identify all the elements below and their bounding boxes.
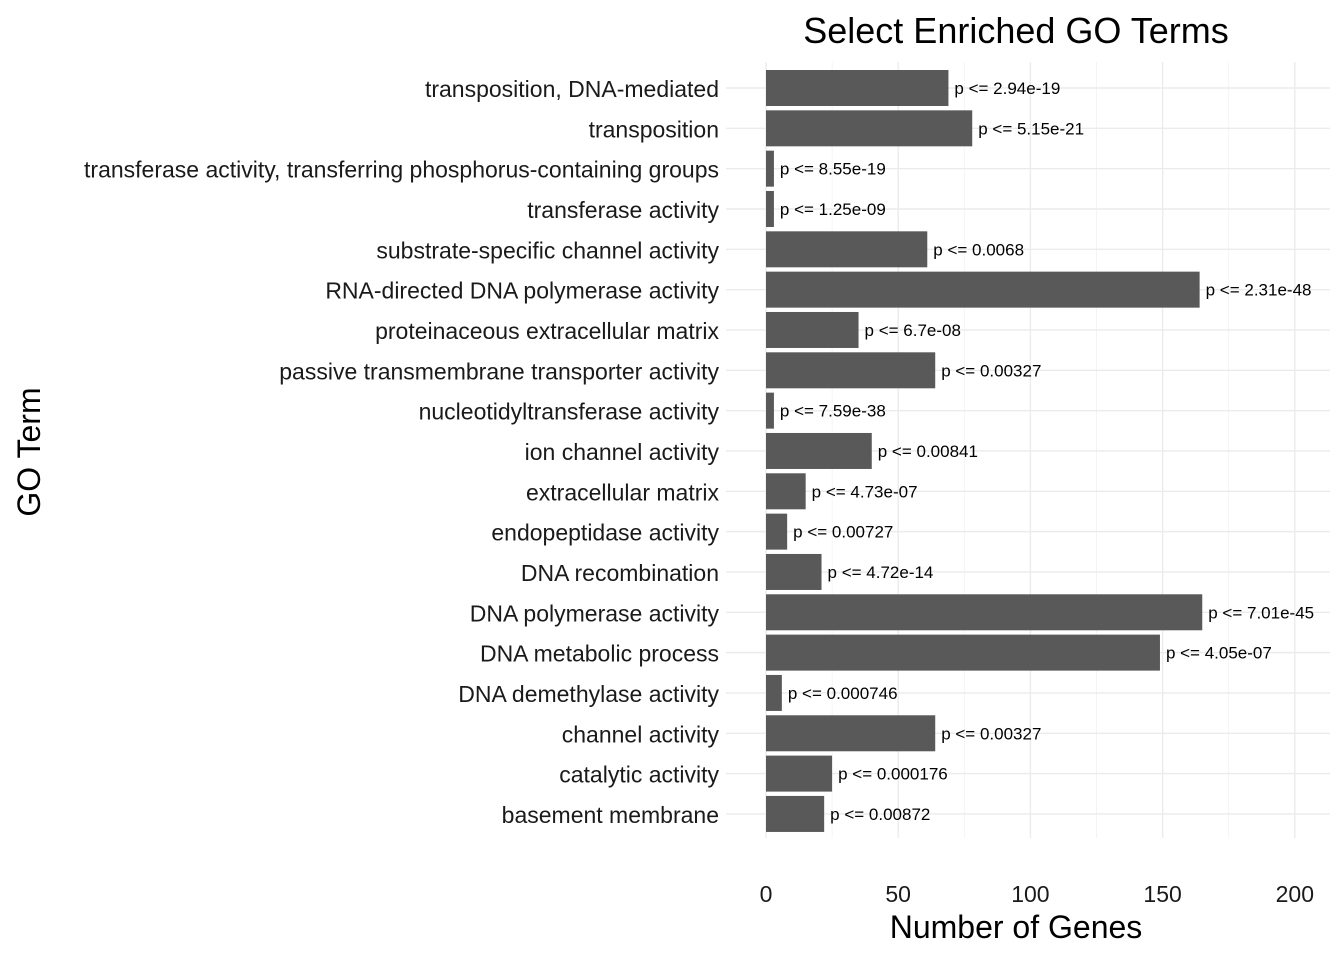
bar <box>766 795 825 832</box>
bar <box>766 392 774 429</box>
category-label: DNA recombination <box>521 560 719 586</box>
category-label: DNA polymerase activity <box>470 600 720 626</box>
bar <box>766 674 782 711</box>
bar <box>766 432 872 469</box>
p-value-label: p <= 1.25e-09 <box>780 200 886 219</box>
p-value-label: p <= 4.05e-07 <box>1166 644 1272 663</box>
x-tick-label: 100 <box>1011 881 1049 907</box>
bar <box>766 271 1200 308</box>
p-value-label: p <= 7.01e-45 <box>1208 603 1314 622</box>
p-value-label: p <= 2.31e-48 <box>1206 281 1312 300</box>
p-value-label: p <= 0.0068 <box>933 240 1024 259</box>
p-value-label: p <= 0.000746 <box>788 684 898 703</box>
category-label: DNA demethylase activity <box>458 681 719 707</box>
p-value-label: p <= 0.00841 <box>878 442 978 461</box>
category-label: transferase activity <box>527 197 719 223</box>
p-value-label: p <= 2.94e-19 <box>954 79 1060 98</box>
bar <box>766 110 973 147</box>
bar <box>766 594 1203 631</box>
chart-title: Select Enriched GO Terms <box>803 10 1229 51</box>
bar <box>766 755 833 792</box>
bar <box>766 190 774 227</box>
bars <box>766 70 1203 832</box>
p-value-label: p <= 0.00872 <box>830 805 930 824</box>
category-label: catalytic activity <box>559 762 719 788</box>
p-value-label: p <= 6.7e-08 <box>865 321 961 340</box>
category-label: proteinaceous extracellular matrix <box>375 318 719 344</box>
p-value-label: p <= 0.000176 <box>838 765 948 784</box>
p-value-labels: p <= 2.94e-19 p <= 5.15e-21 p <= 8.55e-19 p… <box>780 79 1314 824</box>
x-axis-title: Number of Genes <box>890 909 1143 945</box>
bar <box>766 70 949 106</box>
category-label: DNA metabolic process <box>480 641 719 667</box>
p-value-label: p <= 0.00327 <box>941 361 1041 380</box>
category-label: transposition, DNA-mediated <box>425 76 719 102</box>
category-labels: transposition, DNA-mediated transposition… <box>84 76 719 828</box>
bar <box>766 473 806 510</box>
x-tick-label: 0 <box>760 881 773 907</box>
x-tick-label: 200 <box>1276 881 1314 907</box>
bar <box>766 634 1160 671</box>
bar <box>766 150 774 187</box>
p-value-label: p <= 0.00727 <box>793 523 893 542</box>
y-axis-title: GO Term <box>11 387 47 516</box>
p-value-label: p <= 8.55e-19 <box>780 160 886 179</box>
category-label: transposition <box>589 116 719 142</box>
category-label: nucleotidyltransferase activity <box>419 399 720 425</box>
x-tick-label: 50 <box>885 881 911 907</box>
category-label: extracellular matrix <box>526 479 719 505</box>
category-label: ion channel activity <box>525 439 720 465</box>
p-value-label: p <= 4.72e-14 <box>828 563 934 582</box>
category-label: passive transmembrane transporter activi… <box>279 358 719 384</box>
bar <box>766 311 859 348</box>
bar <box>766 715 936 752</box>
category-label: RNA-directed DNA polymerase activity <box>325 278 719 304</box>
x-tick-label: 150 <box>1143 881 1181 907</box>
p-value-label: p <= 7.59e-38 <box>780 402 886 421</box>
category-label: basement membrane <box>502 802 719 828</box>
x-tick-labels: 0 50 100 150 200 <box>760 881 1314 907</box>
category-label: channel activity <box>562 721 720 747</box>
grid-lines <box>726 62 1330 838</box>
bar <box>766 352 936 389</box>
p-value-label: p <= 5.15e-21 <box>978 119 1084 138</box>
category-label: endopeptidase activity <box>491 520 719 546</box>
p-value-label: p <= 4.73e-07 <box>812 482 918 501</box>
bar <box>766 513 788 550</box>
bar <box>766 553 822 590</box>
bar <box>766 231 928 268</box>
p-value-label: p <= 0.00327 <box>941 724 1041 743</box>
category-label: transferase activity, transferring phosp… <box>84 157 719 183</box>
category-label: substrate-specific channel activity <box>376 237 719 263</box>
